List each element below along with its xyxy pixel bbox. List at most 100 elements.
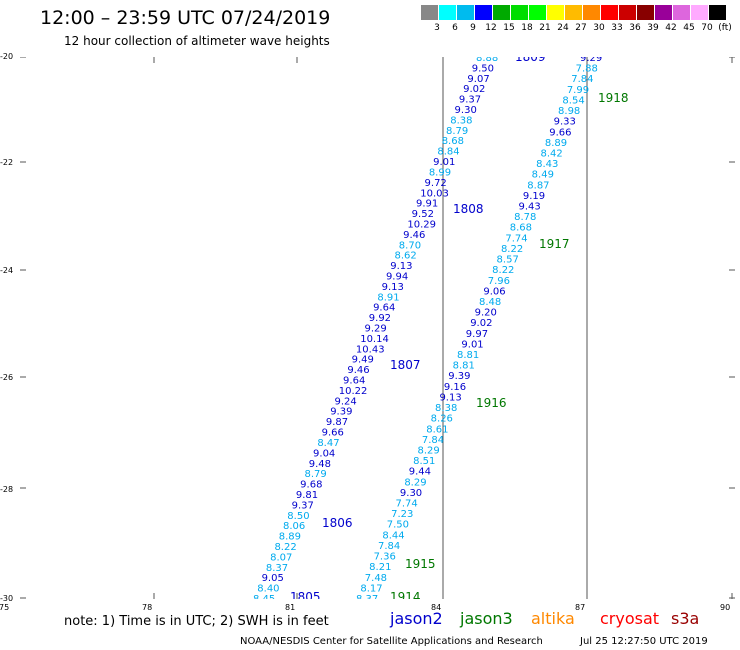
scale-swatch	[637, 5, 654, 20]
wave-height-value: 9.16	[444, 382, 466, 393]
wave-height-value: 9.49	[352, 355, 374, 366]
wave-height-value: 8.43	[536, 159, 558, 170]
x-axis-label: 84	[431, 603, 442, 612]
wave-height-value: 8.22	[501, 244, 523, 255]
wave-height-value: 9.19	[523, 191, 545, 202]
wave-height-value: 7.23	[391, 509, 413, 520]
wave-height-value: 10.29	[407, 219, 436, 230]
x-axis-label: 75	[0, 603, 10, 612]
map-title: 12:00 – 23:59 UTC 07/24/2019	[40, 7, 331, 29]
legend-jason3: jason3	[460, 609, 513, 628]
x-axis-label: 90	[720, 603, 731, 612]
scale-label: 33	[611, 23, 623, 33]
wave-height-value: 8.79	[446, 126, 468, 137]
wave-height-value: 8.22	[274, 542, 296, 553]
wave-height-value: 8.51	[413, 456, 435, 467]
scale-swatch	[601, 5, 618, 20]
wave-height-value: 8.89	[545, 138, 567, 149]
scale-label: 42	[665, 23, 677, 33]
wave-height-value: 8.38	[435, 403, 457, 414]
wave-height-value: 9.66	[549, 127, 571, 138]
wave-height-value: 9.97	[466, 329, 488, 340]
wave-height-value: 9.29	[580, 57, 602, 64]
wave-height-value: 8.38	[450, 115, 472, 126]
scale-label: 27	[575, 23, 587, 33]
wave-height-value: 8.37	[356, 594, 378, 599]
wave-height-value: 8.40	[257, 584, 279, 595]
wave-height-value: 9.46	[347, 365, 369, 376]
wave-height-value: 8.68	[510, 223, 532, 234]
scale-swatch	[421, 5, 438, 20]
wave-height-value: 9.01	[433, 157, 455, 168]
wave-height-value: 9.29	[365, 324, 387, 335]
scale-label: 70	[701, 23, 713, 33]
wave-height-value: 10.22	[339, 386, 368, 397]
scale-label: 21	[539, 23, 551, 33]
wave-height-value: 9.30	[455, 105, 477, 116]
scale-swatch	[565, 5, 582, 20]
wave-height-value: 9.20	[475, 308, 497, 319]
pass-label-1914: 1914	[390, 590, 421, 599]
wave-height-value: 8.99	[429, 167, 451, 178]
wave-height-value: 8.42	[540, 148, 562, 159]
wave-height-value: 9.66	[322, 428, 344, 439]
wave-height-value: 9.50	[472, 63, 494, 74]
y-axis-label: -26	[0, 373, 14, 382]
scale-swatch	[547, 5, 564, 20]
pass-label-1808: 1808	[453, 202, 484, 216]
wave-height-value: 9.94	[386, 271, 408, 282]
wave-height-value: 10.43	[356, 344, 385, 355]
wave-height-value: 9.37	[292, 500, 314, 511]
wave-height-value: 8.44	[382, 530, 404, 541]
map-plot-area: 8.88 9.50 9.07 9.02 9.37 9.30 8.38 8.79 8.68 8.84…	[20, 57, 735, 599]
wave-height-value: 7.88	[576, 64, 598, 75]
wave-height-value: 7.74	[396, 499, 418, 510]
wave-height-value: 8.07	[270, 552, 292, 563]
scale-label: 12	[485, 23, 497, 33]
wave-height-value: 7.74	[505, 233, 527, 244]
legend-cryosat: cryosat	[600, 609, 660, 628]
wave-height-value: 9.01	[461, 339, 483, 350]
scale-label: (ft)	[718, 23, 732, 33]
pass-label-1915: 1915	[405, 557, 436, 571]
wave-height-value: 9.52	[412, 209, 434, 220]
wave-height-value: 10.03	[420, 188, 449, 199]
wave-height-value: 9.05	[262, 573, 284, 584]
wave-height-value: 9.44	[409, 467, 431, 478]
wave-height-value: 9.91	[416, 199, 438, 210]
scale-swatch	[457, 5, 474, 20]
wave-height-value: 8.47	[317, 438, 339, 449]
pass-label-1806: 1806	[322, 516, 353, 530]
wave-height-value: 8.50	[287, 511, 309, 522]
wave-height-value: 8.61	[426, 424, 448, 435]
pass-label-1809: 1809	[515, 57, 546, 64]
track-plot: 8.889.509.079.029.379.308.388.798.688.84…	[20, 57, 735, 599]
wave-height-value: 10.14	[360, 334, 389, 345]
wave-height-value: 8.87	[527, 180, 549, 191]
scale-label: 45	[683, 23, 695, 33]
wave-height-value: 7.99	[567, 85, 589, 96]
pass-label-1918: 1918	[598, 91, 629, 105]
wave-height-value: 8.70	[399, 240, 421, 251]
y-axis-label: -30	[0, 594, 14, 603]
wave-height-value: 8.84	[437, 147, 459, 158]
wave-height-value: 9.48	[309, 459, 331, 470]
generated-timestamp: Jul 25 12:27:50 UTC 2019	[580, 636, 708, 647]
scale-swatch	[655, 5, 672, 20]
wave-height-value: 8.26	[431, 414, 453, 425]
y-axis-label: -24	[0, 266, 14, 275]
wave-height-value: 8.98	[558, 106, 580, 117]
wave-height-value: 8.81	[457, 350, 479, 361]
wave-height-value: 9.87	[326, 417, 348, 428]
wave-height-value: 9.02	[463, 84, 485, 95]
scale-label: 18	[521, 23, 533, 33]
wave-height-value: 9.24	[334, 396, 356, 407]
scale-label: 3	[434, 23, 440, 33]
scale-swatch	[709, 5, 726, 20]
scale-swatch	[673, 5, 690, 20]
scale-swatch	[619, 5, 636, 20]
y-axis-label: -28	[0, 485, 14, 494]
pass-label-1916: 1916	[476, 396, 507, 410]
wave-height-value: 9.68	[300, 480, 322, 491]
pass-label-1917: 1917	[539, 237, 570, 251]
